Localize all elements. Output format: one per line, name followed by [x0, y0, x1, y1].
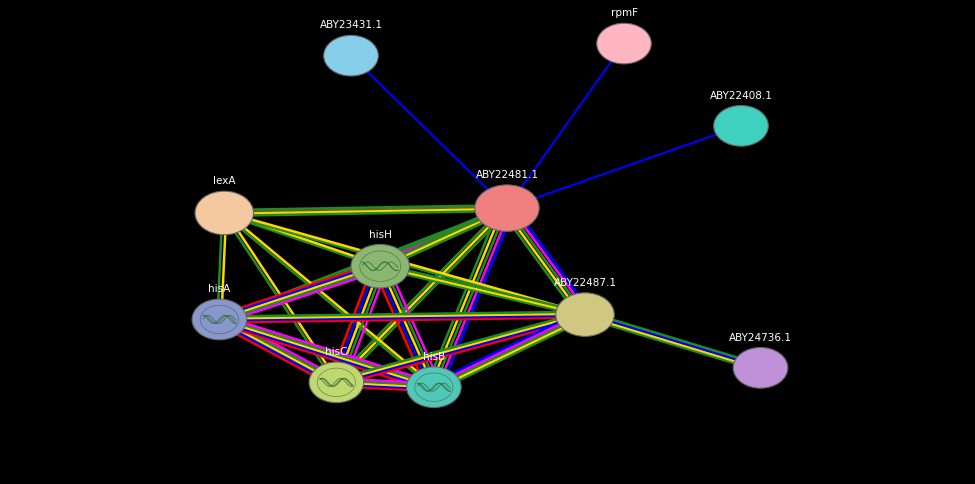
Text: hisH: hisH	[369, 229, 392, 240]
Text: hisA: hisA	[209, 284, 230, 294]
Ellipse shape	[407, 367, 461, 408]
Text: ABY22408.1: ABY22408.1	[710, 91, 772, 101]
Ellipse shape	[733, 348, 788, 388]
Ellipse shape	[317, 368, 356, 396]
Ellipse shape	[475, 185, 539, 231]
Text: hisC: hisC	[325, 347, 348, 357]
Text: ABY23431.1: ABY23431.1	[320, 20, 382, 30]
Text: hisB: hisB	[423, 352, 445, 362]
Ellipse shape	[556, 293, 614, 336]
Ellipse shape	[324, 35, 378, 76]
Text: lexA: lexA	[213, 176, 236, 186]
Ellipse shape	[414, 373, 453, 401]
Text: ABY24736.1: ABY24736.1	[729, 333, 792, 343]
Ellipse shape	[360, 251, 401, 282]
Ellipse shape	[309, 362, 364, 403]
Ellipse shape	[351, 244, 410, 288]
Text: rpmF: rpmF	[610, 8, 638, 18]
Text: ABY22487.1: ABY22487.1	[554, 278, 616, 288]
Ellipse shape	[192, 299, 247, 340]
Text: ABY22481.1: ABY22481.1	[476, 170, 538, 180]
Ellipse shape	[597, 23, 651, 64]
Ellipse shape	[200, 305, 239, 333]
Ellipse shape	[714, 106, 768, 146]
Ellipse shape	[195, 191, 254, 235]
